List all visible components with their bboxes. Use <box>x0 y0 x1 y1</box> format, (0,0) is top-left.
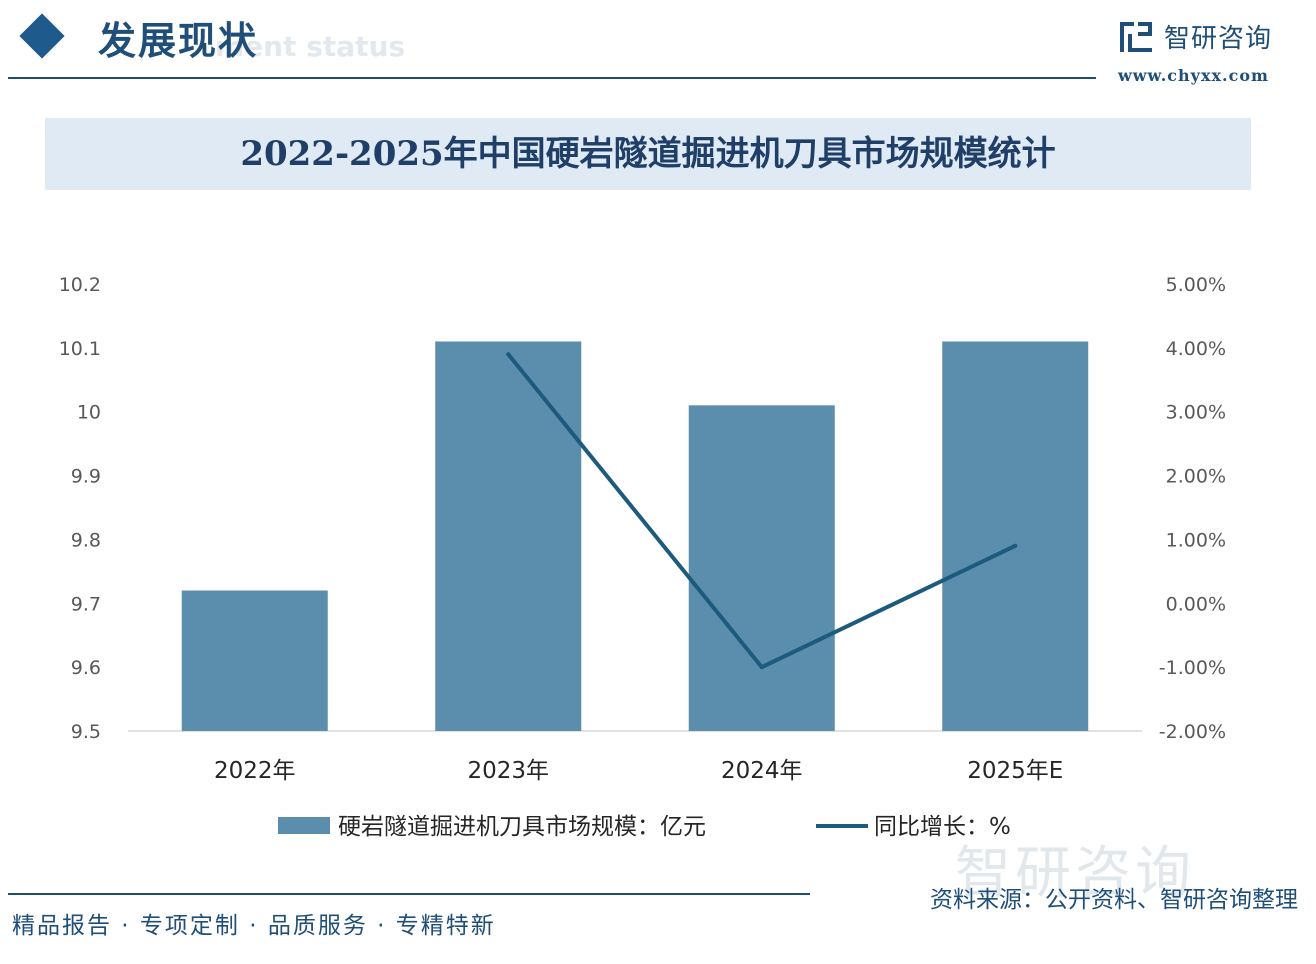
section-subtitle-en: ment status <box>215 30 406 63</box>
bar <box>942 341 1089 731</box>
y-tick-left: 9.8 <box>71 529 101 551</box>
footer-tagline: 精品报告 · 专项定制 · 品质服务 · 专精特新 <box>12 913 496 939</box>
y-tick-left: 9.9 <box>71 466 101 488</box>
brand-url: www.chyxx.com <box>1118 66 1269 85</box>
y-tick-left: 9.7 <box>71 593 101 615</box>
y-tick-right: 1.00% <box>1166 529 1226 551</box>
footer-divider <box>8 893 810 895</box>
brand-name: 智研咨询 <box>1164 24 1273 54</box>
y-tick-right: -2.00% <box>1159 721 1226 743</box>
y-axis-left: 9.5 9.6 9.7 9.8 9.9 10 10.1 10.2 <box>59 274 101 743</box>
section-title: 发展现状 <box>98 19 259 63</box>
brand-logo-icon <box>1120 22 1152 52</box>
legend: 硬岩隧道掘进机刀具市场规模：亿元 同比增长：% <box>278 814 1011 840</box>
bar <box>435 341 582 731</box>
bar-series <box>181 341 1089 731</box>
watermark-logo-text: 智研咨询 <box>955 841 1195 906</box>
y-tick-right: 4.00% <box>1166 338 1226 360</box>
bar <box>181 590 328 731</box>
y-tick-left: 9.5 <box>71 721 101 743</box>
y-tick-left: 9.6 <box>71 657 101 679</box>
legend-bar-label: 硬岩隧道掘进机刀具市场规模：亿元 <box>338 814 706 840</box>
x-tick-label: 2023年 <box>467 758 549 784</box>
x-tick-label: 2022年 <box>214 758 296 784</box>
bar <box>688 405 835 731</box>
brand: 智研咨询 www.chyxx.com <box>1118 18 1308 85</box>
growth-point <box>506 352 511 357</box>
y-tick-right: 2.00% <box>1166 466 1226 488</box>
x-axis-labels: 2022年 2023年 2024年 2025年E <box>214 758 1063 784</box>
y-tick-left: 10.2 <box>59 274 101 296</box>
x-tick-label: 2024年 <box>721 758 803 784</box>
chart-title-band: 2022-2025年中国硬岩隧道掘进机刀具市场规模统计 <box>45 118 1251 190</box>
x-tick-label: 2025年E <box>967 758 1063 784</box>
y-tick-left: 10 <box>77 402 101 424</box>
legend-bar-swatch <box>278 817 330 834</box>
line-series <box>506 352 1018 670</box>
header-divider <box>8 77 1096 79</box>
source-note: 资料来源：公开资料、智研咨询整理 <box>930 887 1298 913</box>
chart-title: 2022-2025年中国硬岩隧道掘进机刀具市场规模统计 <box>240 134 1056 174</box>
y-tick-left: 10.1 <box>59 338 101 360</box>
growth-point <box>1013 543 1018 548</box>
y-tick-right: -1.00% <box>1159 657 1226 679</box>
header: ment status 发展现状 智研咨询 www.chyxx.com <box>0 0 1316 90</box>
y-tick-right: 0.00% <box>1166 593 1226 615</box>
legend-line-label: 同比增长：% <box>874 814 1011 840</box>
y-axis-right: -2.00% -1.00% 0.00% 1.00% 2.00% 3.00% 4.00% 5.0… <box>1159 274 1226 743</box>
y-tick-right: 5.00% <box>1166 274 1226 296</box>
growth-point <box>759 665 764 670</box>
y-tick-right: 3.00% <box>1166 402 1226 424</box>
